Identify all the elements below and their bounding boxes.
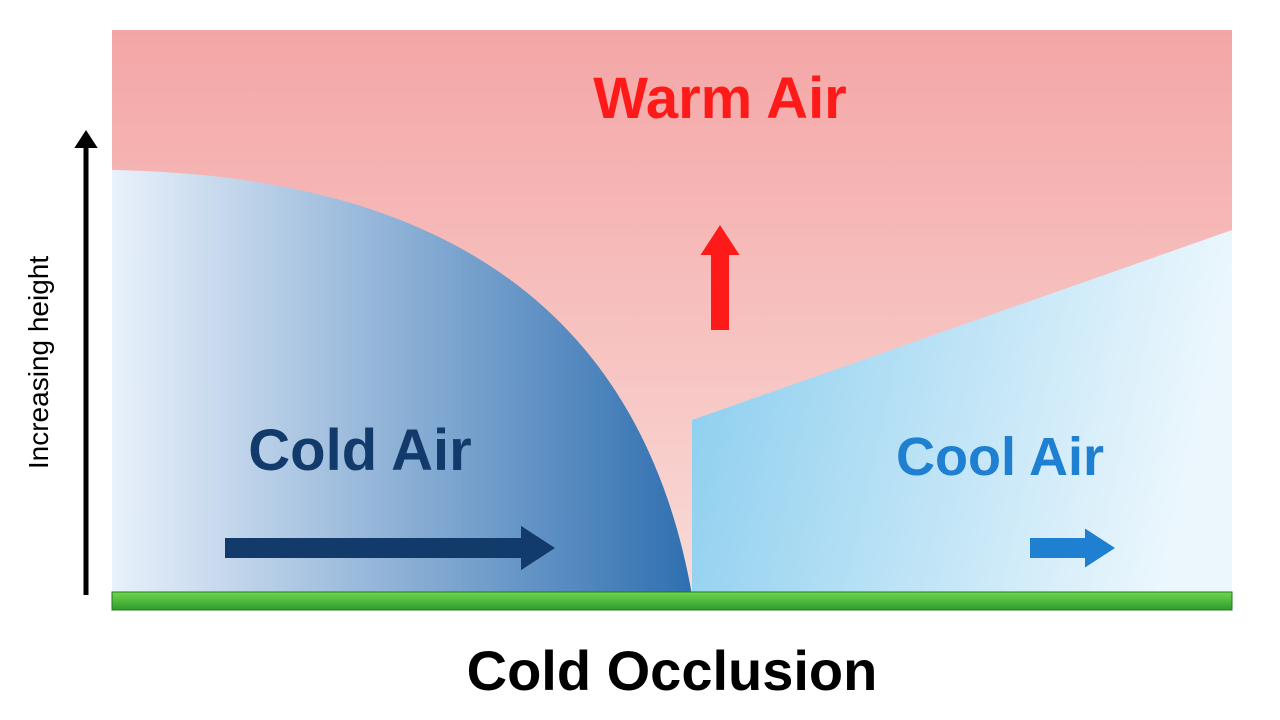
cool-air-label: Cool Air [896, 427, 1104, 487]
diagram-svg: Warm Air Cold Air Cool Air Increasing he… [0, 0, 1280, 720]
ground-strip [112, 592, 1232, 610]
diagram-title: Cold Occlusion [467, 639, 878, 702]
diagram-stage: Warm Air Cold Air Cool Air Increasing he… [0, 0, 1280, 720]
increasing-height-arrow [74, 130, 97, 595]
y-axis-label: Increasing height [23, 256, 54, 469]
cold-air-label: Cold Air [248, 418, 471, 483]
warm-air-label: Warm Air [593, 66, 847, 131]
